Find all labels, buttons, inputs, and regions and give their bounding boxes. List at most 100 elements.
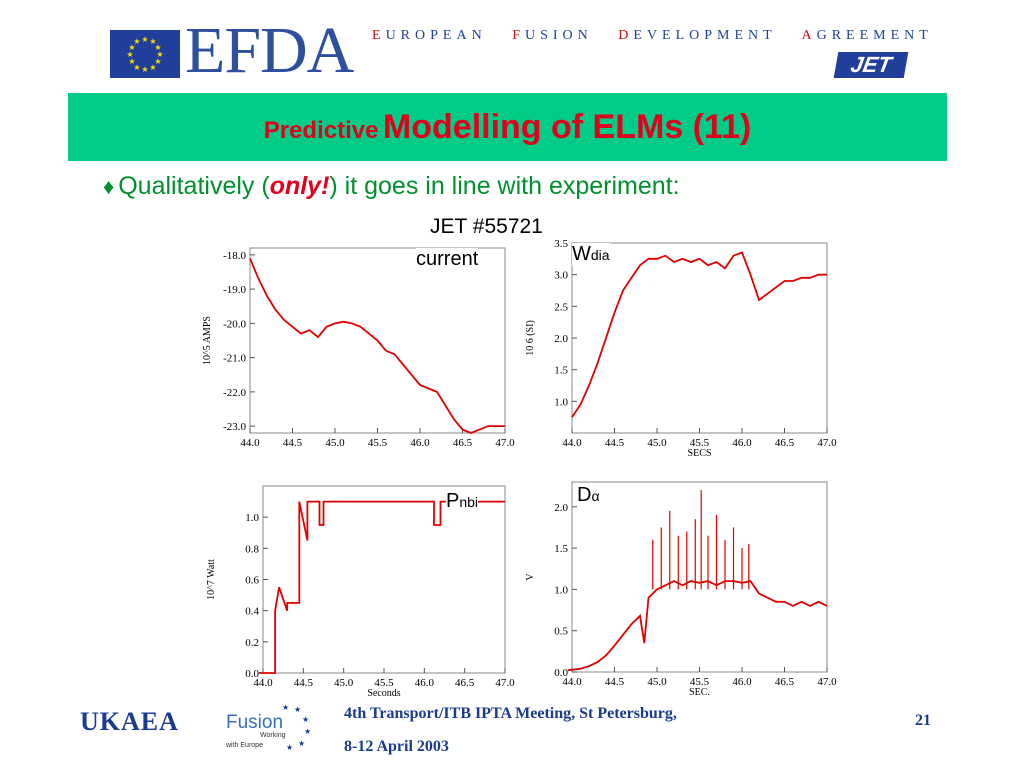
y-tick-label: -21.0 — [223, 353, 246, 365]
y-tick-label: 2.0 — [554, 502, 568, 514]
fusion-stars-icon: ★ ★★ ★★★ — [282, 703, 311, 752]
svg-text:★: ★ — [154, 43, 161, 52]
plot-frame — [571, 242, 828, 434]
x-axis-label: SEC. — [689, 687, 710, 698]
x-tick-label: 47.0 — [495, 677, 515, 689]
svg-text:★: ★ — [128, 43, 135, 52]
x-tick-label: 45.5 — [690, 676, 710, 688]
dalpha-label: Dα — [577, 484, 600, 507]
y-tick-label: 2.0 — [554, 333, 568, 345]
wdia-plot-svg: 1.0 1.5 2.0 2.5 3.0 3.5 44.0 44.5 45.0 45.5 46.0 46… — [525, 238, 837, 459]
y-axis-label: V — [525, 573, 536, 581]
svg-text:★: ★ — [149, 37, 156, 46]
x-axis-label: Seconds — [367, 688, 400, 699]
efda-logo: EFDA — [185, 14, 354, 87]
y-tick-label: 0.8 — [245, 543, 259, 555]
x-tick-label: 46.5 — [775, 437, 795, 449]
x-tick-label: 45.0 — [647, 437, 667, 449]
y-axis-label: 10^7 Watt — [206, 559, 217, 600]
plot-frame — [571, 481, 828, 673]
x-tick-label: 46.5 — [453, 437, 473, 449]
y-tick-label: 0.0 — [554, 667, 568, 679]
svg-text:★: ★ — [304, 727, 311, 736]
page-number: 21 — [915, 712, 931, 729]
y-tick-label: 0.5 — [554, 626, 568, 638]
y-tick-label: 2.5 — [554, 301, 568, 313]
x-tick-label: 44.0 — [562, 676, 582, 688]
svg-text:★: ★ — [141, 65, 148, 74]
y-tick-label: -18.0 — [223, 250, 246, 262]
y-tick-label: 0.6 — [245, 575, 259, 587]
svg-text:★: ★ — [126, 50, 133, 59]
x-tick-label: 47.0 — [817, 437, 837, 449]
pnbi-plot-svg: 0.0 0.2 0.4 0.6 0.8 1.0 44.0 44.5 45.0 45.5 46.0 46… — [206, 485, 515, 699]
x-tick-label: 46.0 — [732, 676, 752, 688]
y-tick-label: 0.4 — [245, 606, 259, 618]
x-tick-label: 44.0 — [253, 677, 273, 689]
y-tick-label: 1.5 — [554, 365, 568, 377]
series-line — [567, 580, 828, 672]
svg-text:★: ★ — [149, 63, 156, 72]
x-tick-label: 46.5 — [455, 677, 475, 689]
bullet-point: ♦ Qualitatively (only!) it goes in line w… — [103, 172, 680, 200]
x-tick-label: 46.5 — [775, 676, 795, 688]
eu-flag-logo: ★ ★ ★ ★ ★ ★ ★ ★ ★ ★ ★ ★ — [110, 30, 180, 78]
fusion-logo-text: Fusion — [226, 712, 284, 733]
x-tick-label: 45.5 — [368, 437, 388, 449]
meeting-line-1: 4th Transport/ITB IPTA Meeting, St Peter… — [344, 705, 677, 722]
svg-text:★: ★ — [294, 705, 301, 714]
x-tick-label: 45.5 — [374, 677, 394, 689]
svg-text:★: ★ — [298, 739, 305, 748]
x-tick-label: 44.5 — [605, 437, 625, 449]
x-tick-label: 45.5 — [690, 437, 710, 449]
series-line — [259, 500, 505, 674]
fusion-sub-text-1: Working — [260, 732, 286, 739]
svg-text:★: ★ — [133, 37, 140, 46]
shot-label: JET #55721 — [430, 215, 543, 238]
dalpha-plot-svg: 0.0 0.5 1.0 1.5 2.0 44.0 44.5 45.0 45.5 46.0 46.5 4… — [525, 481, 837, 698]
meeting-line-2: 8-12 April 2003 — [344, 738, 449, 755]
svg-text:★: ★ — [286, 743, 293, 752]
x-tick-label: 47.0 — [495, 437, 515, 449]
x-tick-label: 44.0 — [240, 437, 260, 449]
series-line — [571, 251, 827, 418]
ukaea-logo: UKAEA — [80, 707, 179, 736]
title-bar: Predictive Modelling of ELMs (11) — [68, 93, 947, 161]
y-axis-label: 10^5 AMPS — [202, 316, 213, 365]
svg-text:★: ★ — [282, 703, 289, 712]
x-tick-label: 47.0 — [817, 676, 837, 688]
y-tick-label: -22.0 — [223, 387, 246, 399]
current-label: current — [416, 248, 479, 271]
x-tick-label: 44.5 — [605, 676, 625, 688]
x-tick-label: 46.0 — [410, 437, 430, 449]
y-tick-label: 0.2 — [245, 637, 259, 649]
wdia-label: Wdia — [572, 243, 610, 266]
y-tick-label: -23.0 — [223, 421, 246, 433]
svg-text:★: ★ — [133, 63, 140, 72]
current-plot-svg: -18.0 -19.0 -20.0 -21.0 -22.0 -23.0 44.0 44.5 45… — [202, 247, 515, 449]
svg-text:★: ★ — [302, 715, 309, 724]
svg-text:★: ★ — [156, 50, 163, 59]
y-tick-label: 0.0 — [245, 668, 259, 680]
jet-logo: JET — [833, 52, 909, 78]
y-tick-label: -20.0 — [223, 318, 246, 330]
y-tick-label: 3.0 — [554, 270, 568, 282]
y-tick-label: 3.5 — [554, 238, 568, 250]
x-tick-label: 44.5 — [294, 677, 314, 689]
x-tick-label: 46.0 — [415, 677, 435, 689]
y-axis-label: 10 6 (SI) — [525, 320, 536, 356]
pnbi-label: Pnbi — [446, 490, 479, 513]
diamond-bullet-icon: ♦ — [103, 174, 115, 199]
y-tick-label: 1.0 — [245, 512, 259, 524]
y-tick-label: 1.5 — [554, 543, 568, 555]
x-tick-label: 44.0 — [562, 437, 582, 449]
x-tick-label: 46.0 — [732, 437, 752, 449]
svg-text:★: ★ — [154, 57, 161, 66]
x-tick-label: 45.0 — [334, 677, 354, 689]
x-axis-label: SECS — [688, 448, 712, 459]
agreement-tagline: EUROPEAN FUSION DEVELOPMENT AGREEMENT — [372, 28, 933, 43]
x-tick-label: 45.0 — [647, 676, 667, 688]
y-tick-label: 1.0 — [554, 584, 568, 596]
y-tick-label: 1.0 — [554, 396, 568, 408]
fusion-sub-text-2: with Europe — [226, 742, 263, 749]
